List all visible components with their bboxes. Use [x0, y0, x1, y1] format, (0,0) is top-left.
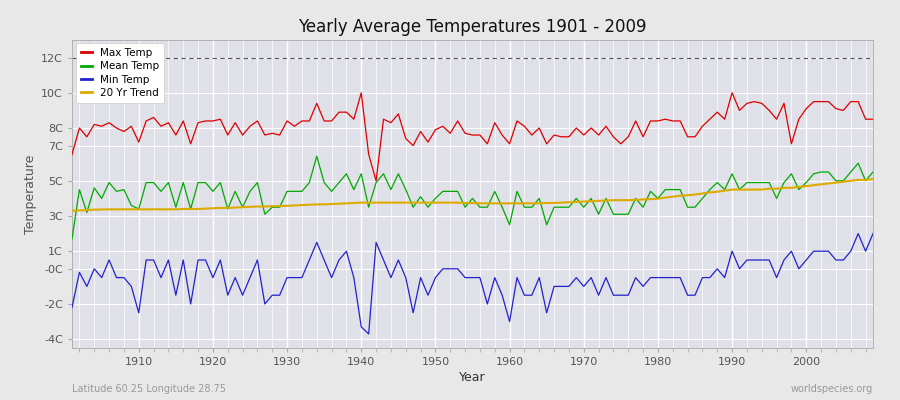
X-axis label: Year: Year [459, 371, 486, 384]
Text: worldspecies.org: worldspecies.org [791, 384, 873, 394]
Legend: Max Temp, Mean Temp, Min Temp, 20 Yr Trend: Max Temp, Mean Temp, Min Temp, 20 Yr Tre… [76, 43, 165, 103]
Text: Latitude 60.25 Longitude 28.75: Latitude 60.25 Longitude 28.75 [72, 384, 226, 394]
Title: Yearly Average Temperatures 1901 - 2009: Yearly Average Temperatures 1901 - 2009 [298, 18, 647, 36]
Y-axis label: Temperature: Temperature [24, 154, 37, 234]
